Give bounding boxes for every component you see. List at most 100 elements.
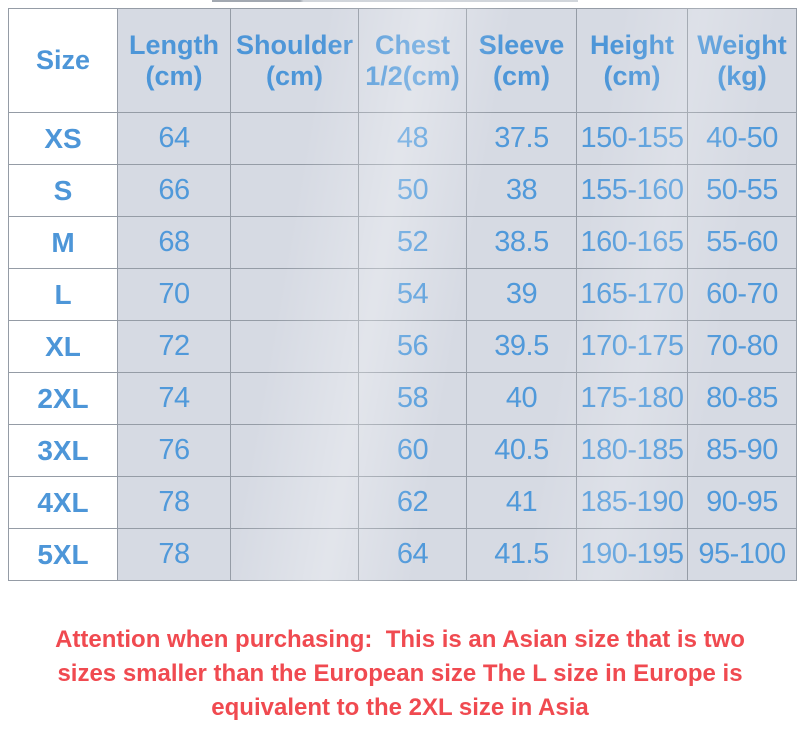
sleeve-cell: 38 xyxy=(466,164,577,217)
size-cell: 2XL xyxy=(8,372,118,425)
header-cell-size: Size xyxy=(8,8,118,113)
top-edge-artifact xyxy=(212,0,578,2)
weight-cell: 95-100 xyxy=(687,528,797,581)
height-cell: 170-175 xyxy=(576,320,688,373)
note-line: Attention when purchasing: This is an As… xyxy=(55,626,745,653)
height-cell: 150-155 xyxy=(576,112,688,165)
size-cell: 3XL xyxy=(8,424,118,477)
header-label: Length xyxy=(129,29,219,60)
length-cell: 70 xyxy=(117,268,231,321)
header-label: Sleeve xyxy=(478,29,565,60)
length-cell: 72 xyxy=(117,320,231,373)
length-cell: 68 xyxy=(117,216,231,269)
size-cell: 4XL xyxy=(8,476,118,529)
size-chart: Size Length (cm) Shoulder (cm) Chest 1/2(cm… xyxy=(8,8,797,581)
chest-cell: 60 xyxy=(358,424,467,477)
header-cell-chest: Chest 1/2(cm) xyxy=(358,8,467,113)
size-cell: XL xyxy=(8,320,118,373)
header-cell-length: Length (cm) xyxy=(117,8,231,113)
sleeve-cell: 41.5 xyxy=(466,528,577,581)
sleeve-cell: 40 xyxy=(466,372,577,425)
header-unit: (kg) xyxy=(717,60,767,91)
weight-cell: 70-80 xyxy=(687,320,797,373)
height-cell: 160-165 xyxy=(576,216,688,269)
length-cell: 78 xyxy=(117,528,231,581)
sleeve-cell: 39 xyxy=(466,268,577,321)
sleeve-cell: 40.5 xyxy=(466,424,577,477)
header-label: Chest xyxy=(374,29,450,60)
note-line: sizes smaller than the European size The… xyxy=(57,660,743,687)
header-row: Size Length (cm) Shoulder (cm) Chest 1/2(cm… xyxy=(8,8,797,113)
height-cell: 180-185 xyxy=(576,424,688,477)
chest-cell: 48 xyxy=(358,112,467,165)
size-cell: M xyxy=(8,216,118,269)
shoulder-cell xyxy=(230,216,359,269)
chest-cell: 64 xyxy=(358,528,467,581)
sleeve-cell: 41 xyxy=(466,476,577,529)
size-cell: L xyxy=(8,268,118,321)
table-row: 4XL 78 62 41 185-190 90-95 xyxy=(8,476,797,529)
chest-cell: 62 xyxy=(358,476,467,529)
height-cell: 190-195 xyxy=(576,528,688,581)
length-cell: 78 xyxy=(117,476,231,529)
weight-cell: 40-50 xyxy=(687,112,797,165)
size-cell: XS xyxy=(8,112,118,165)
chest-cell: 50 xyxy=(358,164,467,217)
shoulder-cell xyxy=(230,372,359,425)
shoulder-cell xyxy=(230,112,359,165)
length-cell: 66 xyxy=(117,164,231,217)
header-unit: (cm) xyxy=(492,60,550,91)
shoulder-cell xyxy=(230,424,359,477)
shoulder-cell xyxy=(230,164,359,217)
table-row: S 66 50 38 155-160 50-55 xyxy=(8,164,797,217)
header-label: Shoulder xyxy=(235,29,353,60)
header-cell-shoulder: Shoulder (cm) xyxy=(230,8,359,113)
table-row: L 70 54 39 165-170 60-70 xyxy=(8,268,797,321)
sleeve-cell: 37.5 xyxy=(466,112,577,165)
size-cell: 5XL xyxy=(8,528,118,581)
chest-cell: 56 xyxy=(358,320,467,373)
shoulder-cell xyxy=(230,268,359,321)
table-row: 5XL 78 64 41.5 190-195 95-100 xyxy=(8,528,797,581)
chest-cell: 54 xyxy=(358,268,467,321)
header-unit: (cm) xyxy=(265,60,323,91)
weight-cell: 90-95 xyxy=(687,476,797,529)
header-unit: 1/2(cm) xyxy=(365,60,460,91)
height-cell: 165-170 xyxy=(576,268,688,321)
size-chart-table: Size Length (cm) Shoulder (cm) Chest 1/2(cm… xyxy=(8,8,797,581)
header-cell-weight: Weight (kg) xyxy=(687,8,797,113)
weight-cell: 60-70 xyxy=(687,268,797,321)
chest-cell: 58 xyxy=(358,372,467,425)
purchase-attention-note: Attention when purchasing: This is an As… xyxy=(0,623,800,725)
header-unit: (cm) xyxy=(145,60,203,91)
sleeve-cell: 38.5 xyxy=(466,216,577,269)
table-row: XS 64 48 37.5 150-155 40-50 xyxy=(8,112,797,165)
height-cell: 185-190 xyxy=(576,476,688,529)
shoulder-cell xyxy=(230,528,359,581)
table-row: 3XL 76 60 40.5 180-185 85-90 xyxy=(8,424,797,477)
table-row: M 68 52 38.5 160-165 55-60 xyxy=(8,216,797,269)
size-cell: S xyxy=(8,164,118,217)
weight-cell: 80-85 xyxy=(687,372,797,425)
note-line: equivalent to the 2XL size in Asia xyxy=(211,694,589,721)
header-label: Size xyxy=(35,45,91,75)
header-label: Height xyxy=(590,29,674,60)
weight-cell: 50-55 xyxy=(687,164,797,217)
shoulder-cell xyxy=(230,320,359,373)
length-cell: 76 xyxy=(117,424,231,477)
weight-cell: 85-90 xyxy=(687,424,797,477)
length-cell: 74 xyxy=(117,372,231,425)
height-cell: 155-160 xyxy=(576,164,688,217)
header-cell-sleeve: Sleeve (cm) xyxy=(466,8,577,113)
weight-cell: 55-60 xyxy=(687,216,797,269)
shoulder-cell xyxy=(230,476,359,529)
header-label: Weight xyxy=(697,29,787,60)
table-row: XL 72 56 39.5 170-175 70-80 xyxy=(8,320,797,373)
sleeve-cell: 39.5 xyxy=(466,320,577,373)
length-cell: 64 xyxy=(117,112,231,165)
table-row: 2XL 74 58 40 175-180 80-85 xyxy=(8,372,797,425)
header-unit: (cm) xyxy=(603,60,661,91)
chest-cell: 52 xyxy=(358,216,467,269)
height-cell: 175-180 xyxy=(576,372,688,425)
header-cell-height: Height (cm) xyxy=(576,8,688,113)
